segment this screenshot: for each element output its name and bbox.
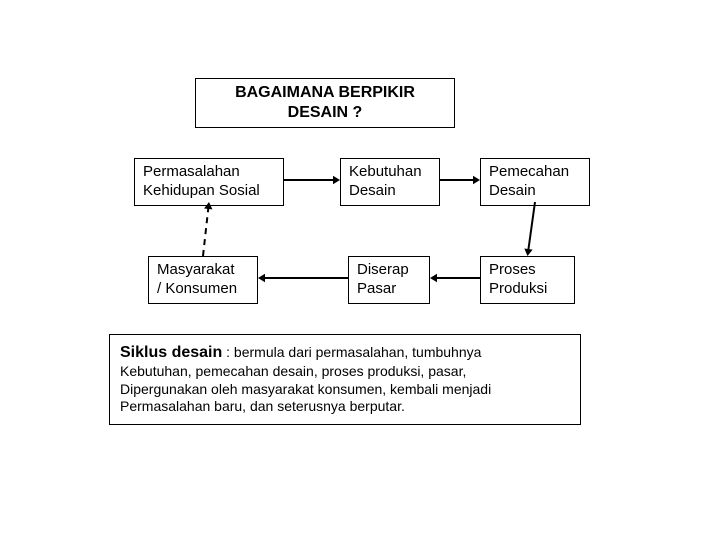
caption-strong: Siklus desain [120,344,222,361]
node-pemecahan: Pemecahan Desain [480,158,590,206]
node-permasalahan: Permasalahan Kehidupan Sosial [134,158,284,206]
node-diserap-pasar: Diserap Pasar [348,256,430,304]
node-line: Kebutuhan [349,163,422,180]
node-line: Desain [489,182,536,199]
node-line: Diserap [357,261,409,278]
node-kebutuhan: Kebutuhan Desain [340,158,440,206]
caption-line: Permasalahan baru, dan seterusnya berput… [120,398,405,414]
node-line: Pasar [357,280,396,297]
node-line: Proses [489,261,536,278]
node-line: / Konsumen [157,280,237,297]
node-proses-produksi: Proses Produksi [480,256,575,304]
title-box: BAGAIMANA BERPIKIR DESAIN ? [195,78,455,128]
node-line: Produksi [489,280,547,297]
caption-line: Kebutuhan, pemecahan desain, proses prod… [120,363,466,379]
node-line: Pemecahan [489,163,569,180]
title-text: BAGAIMANA BERPIKIR DESAIN ? [235,84,415,121]
caption-line: Dipergunakan oleh masyarakat konsumen, k… [120,381,491,397]
caption-line: : bermula dari permasalahan, tumbuhnya [222,344,481,360]
node-line: Permasalahan [143,163,240,180]
node-line: Kehidupan Sosial [143,182,260,199]
node-line: Desain [349,182,396,199]
caption-box: Siklus desain : bermula dari permasalaha… [109,334,581,425]
node-line: Masyarakat [157,261,235,278]
node-masyarakat: Masyarakat / Konsumen [148,256,258,304]
